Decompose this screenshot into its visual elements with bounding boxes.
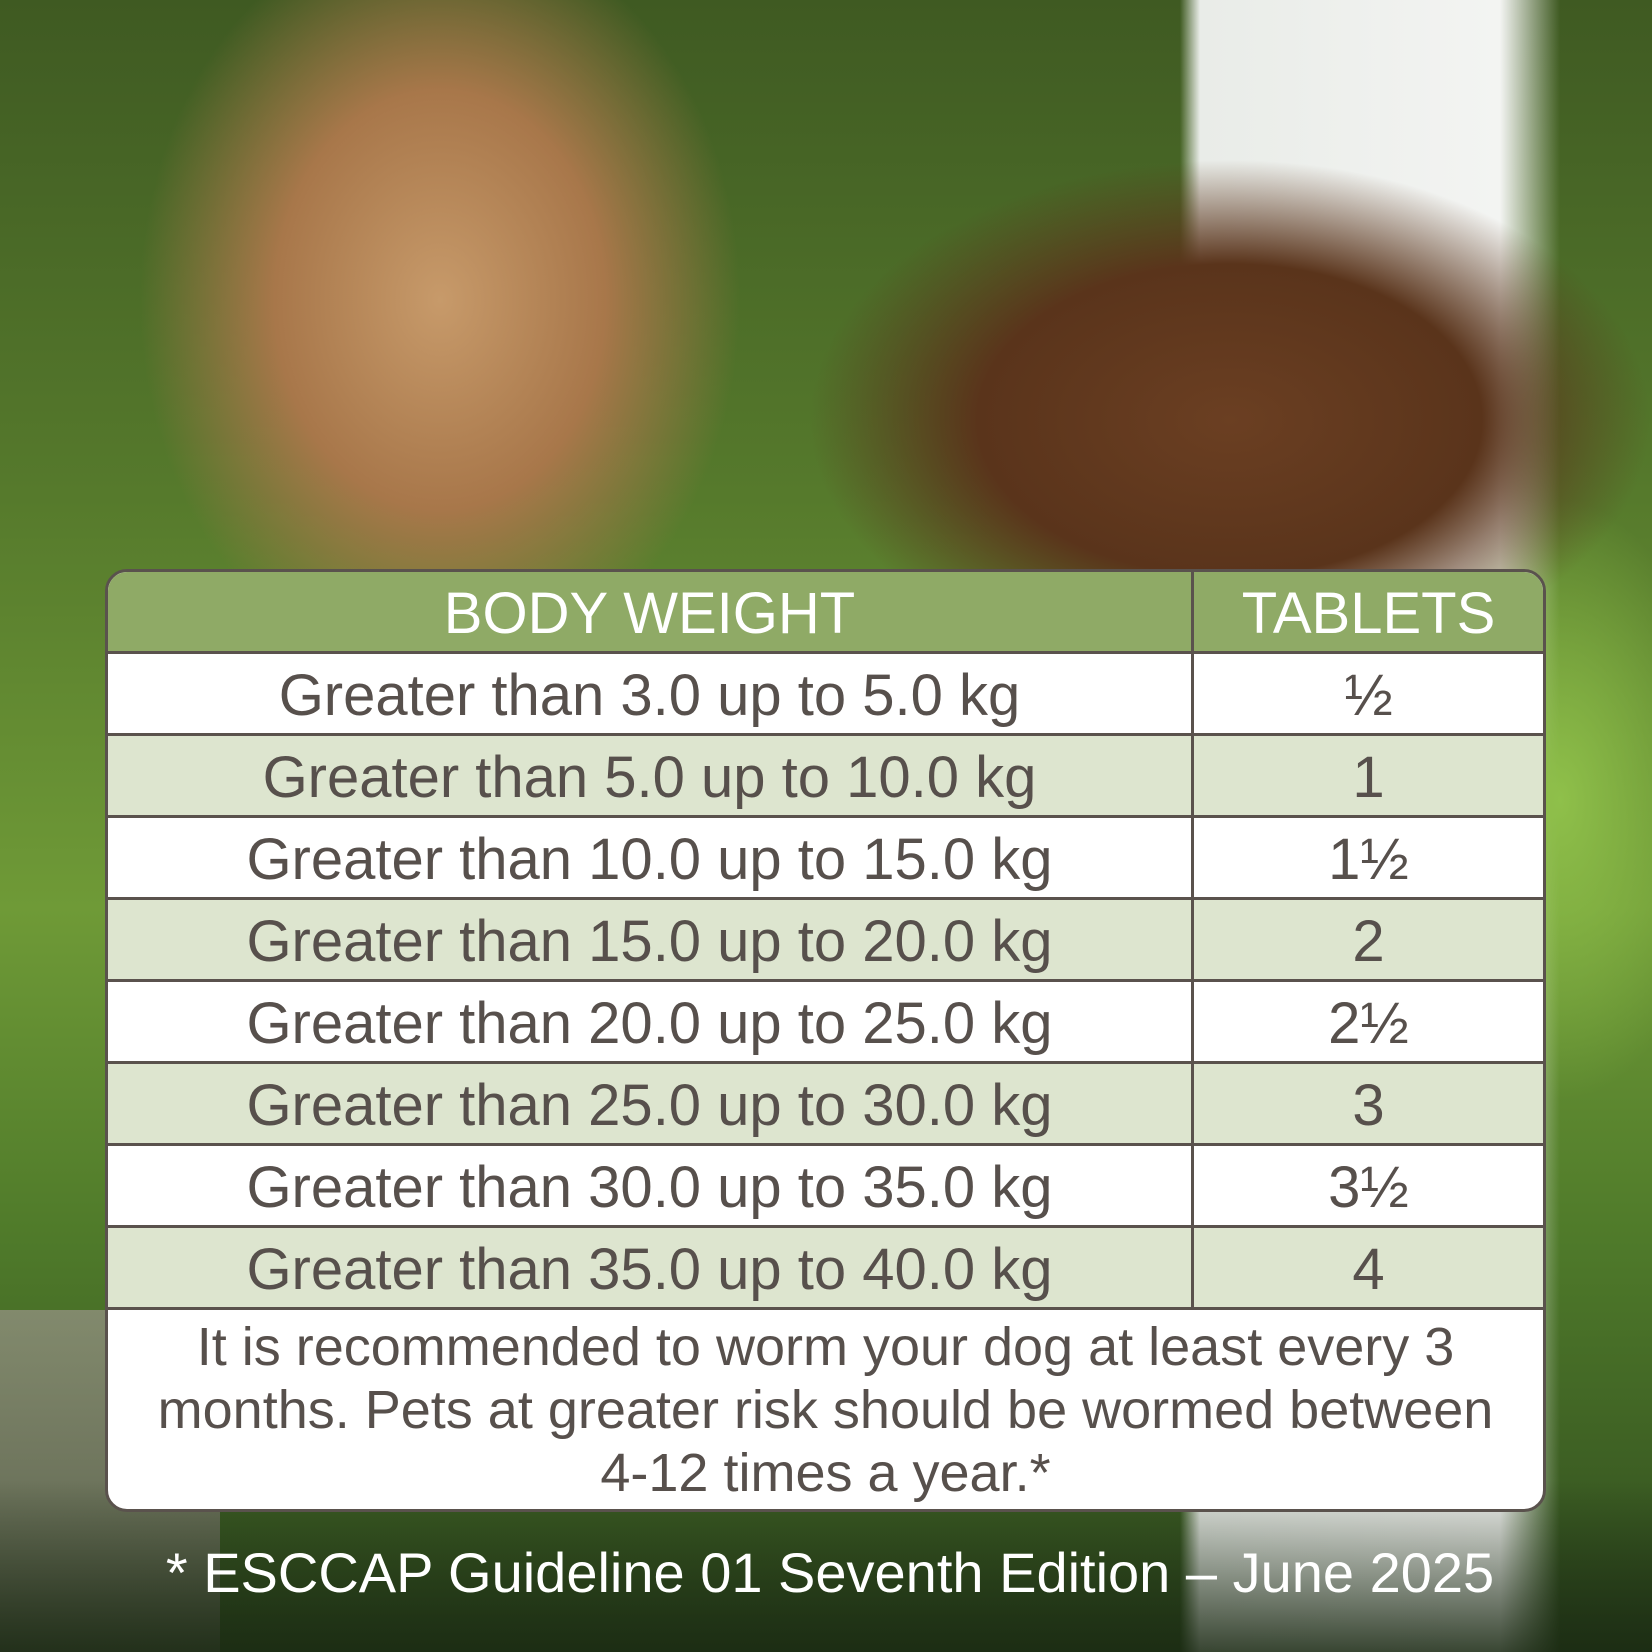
weight-cell: Greater than 10.0 up to 15.0 kg	[108, 818, 1194, 897]
table-row: Greater than 30.0 up to 35.0 kg 3½	[108, 1146, 1543, 1228]
header-tablets: TABLETS	[1241, 580, 1496, 646]
footnote: * ESCCAP Guideline 01 Seventh Edition – …	[165, 1541, 1495, 1604]
tablets-cell: 3½	[1328, 1154, 1409, 1220]
table-row: Greater than 3.0 up to 5.0 kg ½	[108, 654, 1543, 736]
tablets-cell: 3	[1352, 1072, 1385, 1138]
tablets-cell: 2	[1352, 908, 1385, 974]
tablets-cell: 4	[1352, 1236, 1385, 1302]
tablets-cell: 1½	[1328, 826, 1409, 892]
dosage-table: BODY WEIGHT TABLETS Greater than 3.0 up …	[105, 569, 1546, 1512]
table-row: Greater than 15.0 up to 20.0 kg 2	[108, 900, 1543, 982]
worming-note: It is recommended to worm your dog at le…	[157, 1316, 1494, 1503]
weight-cell: Greater than 5.0 up to 10.0 kg	[108, 736, 1194, 815]
weight-cell: Greater than 30.0 up to 35.0 kg	[108, 1146, 1194, 1225]
tablets-cell: 2½	[1328, 990, 1409, 1056]
table-row: Greater than 10.0 up to 15.0 kg 1½	[108, 818, 1543, 900]
weight-cell: Greater than 25.0 up to 30.0 kg	[108, 1064, 1194, 1143]
tablets-cell: 1	[1352, 744, 1385, 810]
header-body-weight: BODY WEIGHT	[108, 572, 1194, 651]
weight-cell: Greater than 20.0 up to 25.0 kg	[108, 982, 1194, 1061]
weight-cell: Greater than 3.0 up to 5.0 kg	[108, 654, 1194, 733]
tablets-cell: ½	[1344, 662, 1393, 728]
table-row: Greater than 20.0 up to 25.0 kg 2½	[108, 982, 1543, 1064]
weight-cell: Greater than 35.0 up to 40.0 kg	[108, 1228, 1194, 1307]
table-row: Greater than 5.0 up to 10.0 kg 1	[108, 736, 1543, 818]
table-header: BODY WEIGHT TABLETS	[108, 572, 1543, 654]
table-row: Greater than 25.0 up to 30.0 kg 3	[108, 1064, 1543, 1146]
weight-cell: Greater than 15.0 up to 20.0 kg	[108, 900, 1194, 979]
table-row: Greater than 35.0 up to 40.0 kg 4	[108, 1228, 1543, 1310]
